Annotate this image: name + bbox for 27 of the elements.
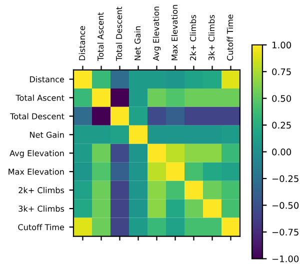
- color-bar-label: 0.50: [272, 95, 292, 102]
- color-bar-label: 0.75: [272, 68, 291, 76]
- color-bar-label: −1.00: [272, 255, 299, 262]
- y-tick-label: Avg Elevation: [10, 150, 64, 158]
- color-bar-label: 1.00: [272, 42, 292, 48]
- color-bar-label: 0.25: [272, 122, 291, 129]
- y-tick-label: Net Gain: [30, 132, 64, 138]
- x-tick-label: Net Gain: [134, 26, 141, 60]
- x-tick-label: Total Descent: [116, 6, 122, 61]
- y-tick-label: 3k+ Climbs: [18, 206, 64, 212]
- y-tick-label: Cutoff Time: [18, 224, 64, 230]
- x-tick-label: Avg Elevation: [152, 6, 161, 61]
- x-tick-label: 2k+ Climbs: [190, 14, 196, 60]
- y-tick-label: Total Descent: [10, 113, 64, 120]
- x-tick-label: 3k+ Climbs: [208, 14, 215, 60]
- y-tick-label: 2k+ Climbs: [18, 187, 64, 194]
- x-tick-label: Max Elevation: [171, 4, 178, 60]
- y-tick-label: Distance: [30, 76, 64, 82]
- color-bar-label: −0.75: [272, 228, 298, 236]
- y-tick-label: Total Ascent: [16, 94, 64, 101]
- color-bar-label: −0.25: [272, 175, 298, 182]
- x-tick-label: Total Ascent: [97, 12, 104, 61]
- y-tick-label: Max Elevation: [8, 168, 64, 175]
- color-bar-label: 0.00: [272, 148, 292, 156]
- x-tick-label: Cutoff Time: [226, 14, 234, 60]
- x-tick-label: Distance: [78, 26, 86, 60]
- color-bar-label: −0.50: [272, 202, 299, 209]
